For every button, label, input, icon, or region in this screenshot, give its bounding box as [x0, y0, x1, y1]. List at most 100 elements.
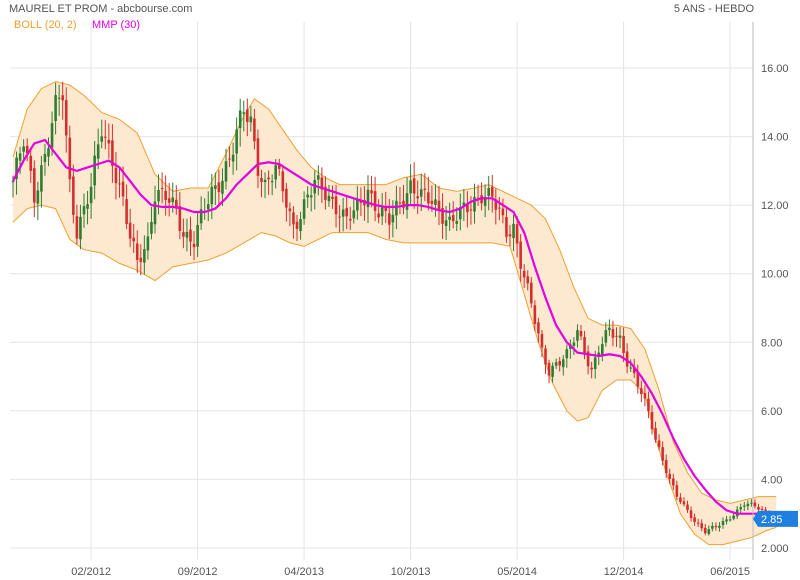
candle-down: [696, 522, 700, 524]
candle-up: [306, 194, 309, 198]
candle-down: [451, 215, 455, 222]
candle-up: [455, 221, 459, 224]
candle-up: [601, 344, 604, 355]
y-tick-label: 8.00: [761, 337, 782, 349]
candle-up: [50, 123, 54, 148]
candle-down: [192, 243, 196, 248]
candle-down: [647, 398, 650, 412]
candle-down: [632, 366, 636, 374]
candle-down: [68, 137, 72, 180]
candle-up: [721, 521, 725, 526]
candle-down: [753, 502, 757, 507]
candle-down: [132, 237, 135, 242]
candle-up: [561, 359, 565, 368]
candle-down: [114, 167, 118, 184]
candle-down: [437, 200, 441, 211]
legend-moving-average: MMP (30): [92, 19, 141, 31]
candle-down: [288, 208, 292, 212]
candle-down: [29, 155, 33, 171]
candle-up: [608, 327, 611, 331]
candle-down: [519, 241, 522, 269]
candle-up: [327, 195, 331, 202]
candle-down: [416, 196, 419, 199]
candle-up: [171, 197, 175, 203]
candle-up: [36, 190, 40, 204]
candle-down: [515, 224, 519, 244]
candle-up: [146, 236, 150, 251]
candle-down: [494, 199, 498, 210]
candle-down: [615, 335, 618, 337]
candle-up: [739, 507, 743, 510]
candle-up: [89, 186, 93, 204]
candle-up: [512, 223, 515, 239]
moving-average-line: [12, 138, 777, 517]
candle-up: [419, 189, 423, 197]
candle-up: [725, 519, 728, 522]
candle-down: [537, 322, 540, 334]
candle-down: [384, 206, 388, 211]
candle-down: [260, 177, 263, 182]
candle-down: [139, 257, 143, 262]
candle-up: [206, 204, 210, 210]
candle-down: [72, 176, 75, 215]
candle-up: [143, 249, 146, 263]
candle-down: [657, 440, 661, 448]
candle-down: [125, 199, 128, 224]
candle-down: [622, 336, 625, 354]
candle-up: [462, 202, 466, 207]
candle-down: [345, 208, 348, 217]
candle-up: [231, 154, 235, 162]
candle-down: [331, 196, 334, 199]
candle-up: [11, 181, 15, 183]
candle-down: [320, 177, 324, 190]
candle-down: [107, 139, 111, 144]
candle-down: [118, 183, 121, 185]
candle-up: [728, 519, 732, 521]
candle-down: [430, 200, 434, 204]
candle-up: [242, 112, 246, 114]
candle-up: [576, 330, 579, 341]
candle-down: [370, 190, 373, 194]
candle-up: [618, 335, 622, 338]
candle-up: [18, 153, 22, 161]
candle-down: [522, 270, 526, 278]
candle-down: [164, 190, 167, 200]
candle-up: [214, 185, 217, 189]
candle-up: [391, 214, 395, 223]
candle-down: [714, 525, 718, 528]
candle-down: [388, 213, 391, 225]
candle-down: [128, 222, 132, 239]
candle-down: [359, 200, 363, 203]
candle-up: [317, 175, 320, 180]
candle-up: [409, 180, 412, 194]
candle-up: [309, 195, 313, 198]
candle-up: [572, 342, 576, 347]
candle-down: [498, 207, 501, 209]
candle-down: [246, 109, 249, 122]
candle-up: [551, 365, 554, 377]
candle-up: [473, 196, 476, 212]
candle-down: [104, 136, 107, 138]
candle-down: [281, 171, 285, 192]
candle-down: [490, 186, 494, 197]
candle-up: [593, 357, 597, 370]
candle-up: [274, 165, 277, 180]
candle-up: [263, 179, 267, 183]
candle-down: [760, 508, 764, 510]
candle-up: [54, 95, 57, 122]
candle-down: [672, 478, 675, 486]
candle-up: [157, 189, 160, 202]
legend-bollinger: BOLL (20, 2): [14, 19, 77, 31]
candle-down: [540, 334, 544, 348]
candle-down: [547, 362, 551, 376]
bollinger-band-fill: [13, 81, 777, 545]
candle-down: [611, 329, 615, 338]
candle-up: [434, 199, 437, 205]
candle-down: [338, 216, 341, 218]
candle-down: [664, 460, 668, 473]
candle-up: [86, 204, 89, 209]
candle-down: [501, 208, 505, 216]
candle-down: [295, 221, 299, 229]
candle-up: [249, 116, 253, 123]
candle-up: [750, 502, 753, 504]
